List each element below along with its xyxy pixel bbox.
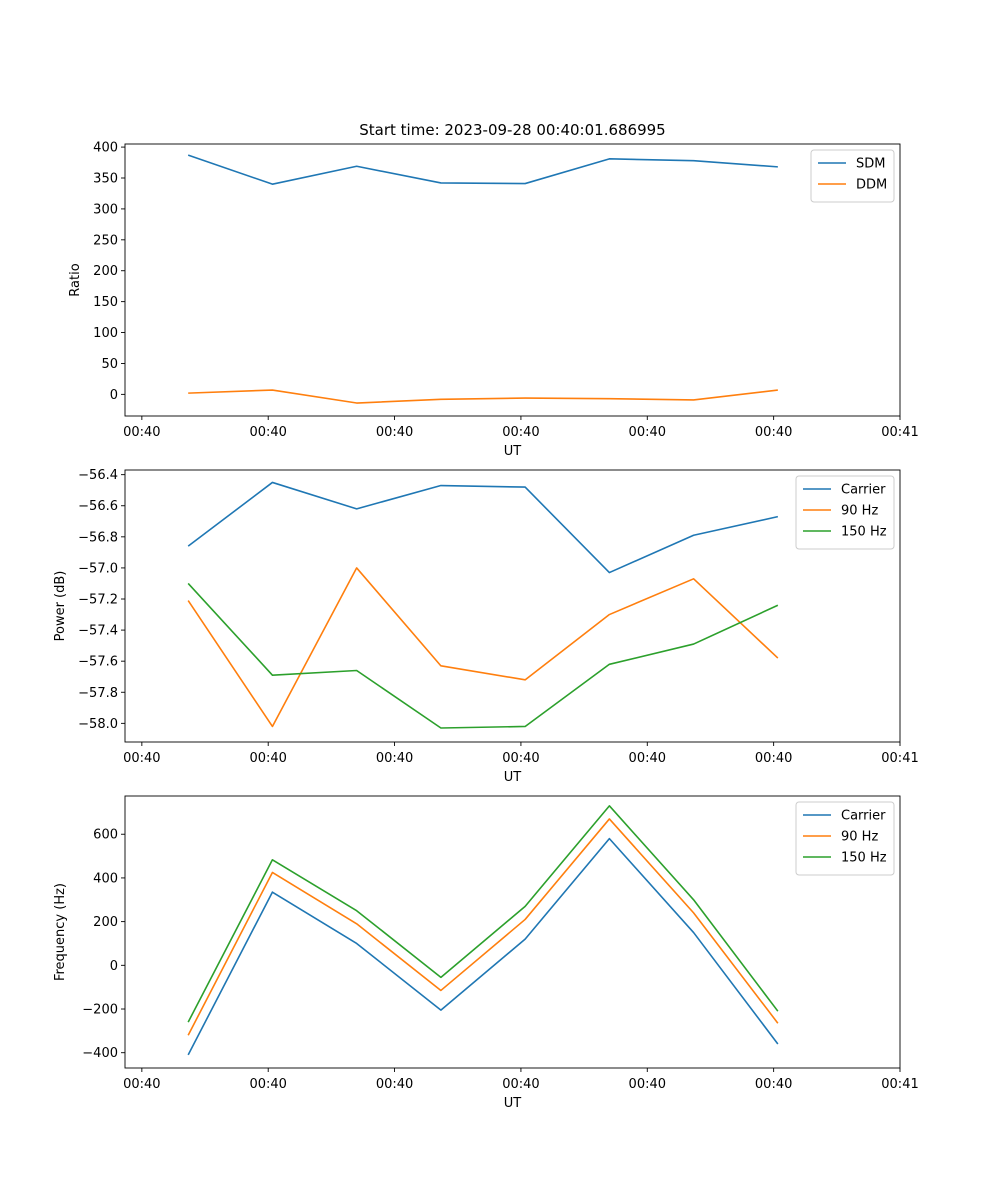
x-tick-label: 00:40 — [376, 425, 413, 440]
series-line-sdm — [187, 154, 778, 185]
y-tick-label: −400 — [82, 1046, 118, 1061]
x-axis-label: UT — [504, 770, 522, 785]
legend: SDM DDM — [810, 149, 895, 203]
y-tick-label: 350 — [93, 172, 118, 187]
y-tick-label: 200 — [93, 264, 118, 279]
x-tick-label: 00:40 — [629, 1077, 666, 1092]
y-tick-label: 400 — [93, 871, 118, 886]
axes-frame — [124, 143, 901, 417]
y-axis-label: Ratio — [68, 263, 83, 296]
chart-panel-1: 00:40 00:40 00:40 00:40 00:40 00:40 00:41 0 50 10… — [68, 141, 919, 459]
x-tick-label: 00:40 — [249, 1077, 286, 1092]
x-tick-label: 00:40 — [249, 425, 286, 440]
x-tick-label: 00:40 — [123, 751, 160, 766]
legend: Carrier 90 Hz 150 Hz — [795, 475, 895, 550]
x-tick-label: 00:40 — [755, 1077, 792, 1092]
axes-frame — [124, 469, 901, 743]
x-tick-label: 00:40 — [502, 751, 539, 766]
legend: Carrier 90 Hz 150 Hz — [795, 801, 895, 876]
x-tick-label: 00:40 — [629, 751, 666, 766]
x-axis-label: UT — [504, 1096, 522, 1111]
y-tick-label: 150 — [93, 295, 118, 310]
y-tick-label: −57.6 — [78, 655, 118, 670]
y-axis-label: Frequency (Hz) — [53, 883, 68, 981]
x-tick-label: 00:40 — [755, 425, 792, 440]
y-tick-label: −58.0 — [78, 717, 118, 732]
y-tick-label: 50 — [101, 357, 118, 372]
chart-panels: 00:40 00:40 00:40 00:40 00:40 00:40 00:41 0 50 10… — [53, 141, 919, 1111]
x-axis-label: UT — [504, 444, 522, 459]
series-line-90-hz — [187, 818, 779, 1036]
series-line-150-hz — [187, 805, 779, 1023]
legend-label: 90 Hz — [841, 830, 878, 845]
x-tick-label: 00:41 — [881, 425, 918, 440]
y-tick-label: 300 — [93, 202, 118, 217]
y-tick-label: 100 — [93, 326, 118, 341]
y-axis-label: Power (dB) — [53, 571, 68, 642]
x-tick-label: 00:40 — [502, 1077, 539, 1092]
y-tick-label: 250 — [93, 233, 118, 248]
y-tick-label: −56.4 — [78, 468, 118, 483]
y-tick-label: −56.6 — [78, 499, 118, 514]
legend-label: DDM — [856, 178, 887, 193]
axes-frame — [124, 795, 901, 1069]
legend-label: Carrier — [841, 483, 886, 498]
y-tick-label: −56.8 — [78, 530, 118, 545]
x-tick-label: 00:40 — [123, 1077, 160, 1092]
x-tick-label: 00:41 — [881, 1077, 918, 1092]
y-tick-label: −57.4 — [78, 624, 118, 639]
legend-label: 150 Hz — [841, 525, 887, 540]
y-tick-label: −57.8 — [78, 686, 118, 701]
y-tick-label: −57.2 — [78, 593, 118, 608]
series-line-carrier — [187, 481, 779, 574]
x-tick-label: 00:40 — [249, 751, 286, 766]
figure-title: Start time: 2023-09-28 00:40:01.686995 — [359, 121, 665, 139]
legend-label: SDM — [856, 157, 885, 172]
series-line-90-hz — [187, 567, 779, 728]
legend-label: Carrier — [841, 809, 886, 824]
legend-label: 90 Hz — [841, 504, 878, 519]
x-tick-label: 00:40 — [376, 751, 413, 766]
x-tick-label: 00:40 — [376, 1077, 413, 1092]
y-tick-label: 600 — [93, 828, 118, 843]
y-tick-label: 200 — [93, 915, 118, 930]
y-tick-label: 0 — [110, 388, 118, 403]
x-tick-label: 00:40 — [123, 425, 160, 440]
y-tick-label: −200 — [82, 1003, 118, 1018]
series-line-carrier — [187, 837, 779, 1056]
y-tick-label: −57.0 — [78, 561, 118, 576]
legend-label: 150 Hz — [841, 851, 887, 866]
chart-panel-2: 00:40 00:40 00:40 00:40 00:40 00:40 00:41 −58.0… — [53, 468, 919, 785]
chart-panel-3: 00:40 00:40 00:40 00:40 00:40 00:40 00:41 −400 −… — [53, 795, 919, 1111]
x-tick-label: 00:40 — [629, 425, 666, 440]
y-tick-label: 0 — [110, 959, 118, 974]
x-tick-label: 00:40 — [755, 751, 792, 766]
y-tick-label: 400 — [93, 141, 118, 156]
x-tick-label: 00:41 — [881, 751, 918, 766]
series-line-ddm — [188, 389, 778, 404]
x-tick-label: 00:40 — [502, 425, 539, 440]
series-line-150-hz — [187, 582, 779, 729]
